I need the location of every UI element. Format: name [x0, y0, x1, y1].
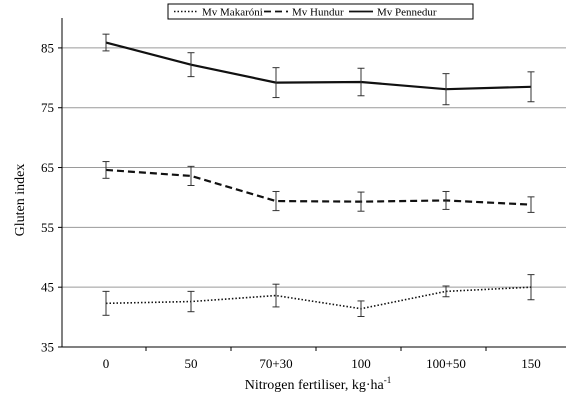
x-axis-title-superscript: -1	[384, 375, 392, 385]
error-bar-0-4	[442, 285, 450, 298]
error-bar-1-4	[442, 190, 450, 210]
error-bar-2-3	[357, 67, 365, 97]
x-tick-label-1: 50	[185, 356, 198, 371]
legend: Mv Makaróni Mv Hundur Mv Pennedur	[167, 3, 474, 20]
x-tick-label-4: 100+50	[426, 356, 466, 371]
y-tick-label-65: 65	[41, 160, 54, 175]
y-tick-label-85: 85	[41, 40, 54, 55]
y-axis-title: Gluten index	[13, 164, 28, 237]
x-tick-label-3: 100	[351, 356, 371, 371]
error-bar-1-5	[527, 196, 535, 213]
legend-label-0: Mv Makaróni	[202, 7, 263, 19]
series-line-1	[105, 168, 532, 206]
legend-label-1: Mv Hundur	[292, 7, 344, 19]
error-bar-2-1	[187, 52, 195, 78]
series-lines	[105, 41, 532, 310]
error-bar-2-0	[102, 33, 110, 52]
error-bar-2-2	[272, 67, 280, 99]
x-tick-label-2: 70+30	[259, 356, 292, 371]
error-bar-0-2	[272, 283, 280, 308]
error-bars	[102, 33, 535, 317]
gridlines	[62, 47, 566, 288]
error-bar-1-1	[187, 165, 195, 186]
error-bar-0-3	[357, 300, 365, 317]
error-bar-0-0	[102, 290, 110, 316]
error-bar-1-0	[102, 161, 110, 179]
error-bar-2-5	[527, 71, 535, 103]
error-bar-2-4	[442, 73, 450, 106]
x-tick-labels: 0 50 70+30 100 100+50 150	[103, 356, 541, 371]
y-tick-labels: 35 45 55 65 75 85	[41, 40, 54, 354]
legend-box	[167, 3, 474, 20]
y-tick-label-45: 45	[41, 280, 54, 295]
series-line-2	[105, 41, 532, 91]
series-line-0	[105, 286, 532, 310]
x-tick-label-5: 150	[521, 356, 541, 371]
error-bar-0-1	[187, 290, 195, 313]
x-axis-title: Nitrogen fertiliser, kg·ha-1	[245, 375, 392, 393]
error-bar-1-3	[357, 191, 365, 212]
y-tick-label-35: 35	[41, 340, 54, 355]
x-tick-label-0: 0	[103, 356, 110, 371]
legend-label-2: Mv Pennedur	[377, 7, 437, 19]
error-bar-0-5	[527, 274, 535, 301]
y-tick-label-75: 75	[41, 100, 54, 115]
axes	[58, 18, 566, 351]
error-bar-1-2	[272, 190, 280, 212]
y-tick-label-55: 55	[41, 220, 54, 235]
x-axis-title-main: Nitrogen fertiliser, kg·ha	[245, 378, 385, 393]
